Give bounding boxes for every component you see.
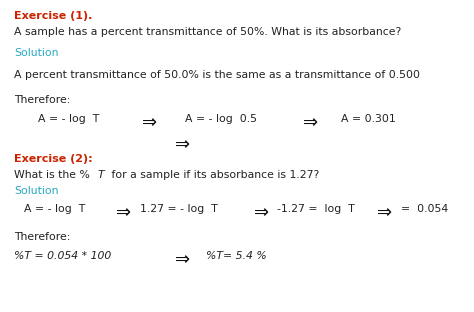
Text: Solution: Solution bbox=[14, 48, 59, 58]
Text: Therefore:: Therefore: bbox=[14, 232, 71, 242]
Text: A = - log  0.5: A = - log 0.5 bbox=[185, 114, 257, 124]
Text: for a sample if its absorbance is 1.27?: for a sample if its absorbance is 1.27? bbox=[108, 170, 319, 180]
Text: A = - log  T: A = - log T bbox=[38, 114, 99, 124]
Text: Solution: Solution bbox=[14, 186, 59, 196]
Text: 1.27 = - log  T: 1.27 = - log T bbox=[140, 204, 218, 214]
Text: ⇒: ⇒ bbox=[254, 204, 269, 222]
Text: ⇒: ⇒ bbox=[142, 114, 157, 132]
Text: ⇒: ⇒ bbox=[116, 204, 131, 222]
Text: %T= 5.4 %: %T= 5.4 % bbox=[206, 251, 267, 261]
Text: A percent transmittance of 50.0% is the same as a transmittance of 0.500: A percent transmittance of 50.0% is the … bbox=[14, 70, 420, 80]
Text: A = - log  T: A = - log T bbox=[24, 204, 85, 214]
Text: What is the %: What is the % bbox=[14, 170, 90, 180]
Text: ⇒: ⇒ bbox=[303, 114, 319, 132]
Text: ⇒: ⇒ bbox=[377, 204, 392, 222]
Text: ⇒: ⇒ bbox=[175, 136, 191, 154]
Text: A = 0.301: A = 0.301 bbox=[341, 114, 396, 124]
Text: ⇒: ⇒ bbox=[175, 251, 191, 269]
Text: %T = 0.054 * 100: %T = 0.054 * 100 bbox=[14, 251, 111, 261]
Text: A sample has a percent transmittance of 50%. What is its absorbance?: A sample has a percent transmittance of … bbox=[14, 27, 401, 37]
Text: =  0.054: = 0.054 bbox=[401, 204, 448, 214]
Text: Exercise (1).: Exercise (1). bbox=[14, 11, 92, 21]
Text: Therefore:: Therefore: bbox=[14, 95, 71, 105]
Text: -1.27 =  log  T: -1.27 = log T bbox=[277, 204, 355, 214]
Text: Exercise (2):: Exercise (2): bbox=[14, 154, 93, 164]
Text: T: T bbox=[97, 170, 104, 180]
